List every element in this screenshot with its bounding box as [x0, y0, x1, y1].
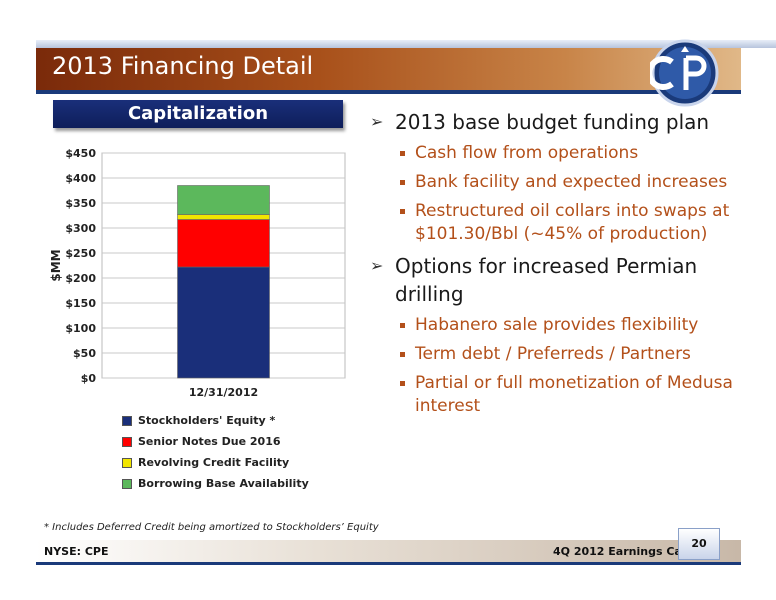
bullet-list: ➢ 2013 base budget funding plan Cash flow …	[370, 108, 750, 424]
square-bullet-icon	[400, 180, 405, 185]
bullet-level2-text: Bank facility and expected increases	[415, 172, 728, 192]
y-tick-label: $200	[65, 272, 96, 285]
legend-item: Senior Notes Due 2016	[122, 431, 309, 452]
arrow-bullet-icon: ➢	[370, 256, 384, 275]
footer-underline	[36, 562, 741, 565]
footer-bar	[36, 540, 741, 562]
bar-segment-stockholders-equity	[177, 266, 270, 379]
legend-label: Stockholders' Equity *	[138, 414, 276, 427]
bullet-level2: Cash flow from operations	[370, 142, 750, 165]
legend-item: Stockholders' Equity *	[122, 410, 309, 431]
square-bullet-icon	[400, 381, 405, 386]
capitalization-header: Capitalization	[53, 100, 343, 128]
bullet-level2-text: Habanero sale provides flexibility	[415, 315, 699, 335]
bar-segment-borrowing-base-availability	[177, 185, 270, 215]
title-bar	[36, 48, 741, 90]
bullet-level2: Partial or full monetization of Medusa i…	[370, 372, 750, 418]
title-bar-underline	[36, 90, 741, 94]
legend-swatch	[122, 415, 132, 426]
square-bullet-icon	[400, 151, 405, 156]
chart-legend: Stockholders' Equity * Senior Notes Due 2…	[122, 410, 309, 494]
legend-swatch	[122, 457, 132, 468]
bullet-level2-text: Partial or full monetization of Medusa i…	[415, 373, 733, 416]
legend-label: Revolving Credit Facility	[138, 456, 290, 469]
y-tick-label: $0	[81, 372, 97, 385]
y-tick-label: $400	[65, 172, 96, 185]
legend-swatch	[122, 436, 132, 447]
header-top-band	[36, 40, 776, 48]
y-tick-label: $150	[65, 297, 96, 310]
bullet-level1: ➢ 2013 base budget funding plan	[370, 108, 750, 136]
capitalization-chart: $0 $50 $100 $150 $200 $250 $300 $350 $400 $450 $MM…	[49, 147, 346, 399]
footer-event: 4Q 2012 Earnings Call	[553, 545, 690, 558]
y-tick-label: $100	[65, 322, 96, 335]
bar-segment-revolving-credit-facility	[177, 214, 270, 220]
page-number: 20	[678, 528, 720, 560]
company-logo-icon	[650, 39, 719, 107]
bullet-level1: ➢ Options for increased Permian drilling	[370, 252, 750, 308]
footer-ticker: NYSE: CPE	[44, 545, 109, 558]
bar-segment-senior-notes-due-2016	[177, 219, 270, 268]
x-tick-label: 12/31/2012	[189, 386, 258, 399]
footnote: * Includes Deferred Credit being amortiz…	[44, 522, 379, 533]
arrow-bullet-icon: ➢	[370, 112, 384, 131]
y-tick-label: $300	[65, 222, 96, 235]
bullet-level2-text: Restructured oil collars into swaps at $…	[415, 201, 730, 244]
bullet-level2: Restructured oil collars into swaps at $…	[370, 200, 750, 246]
square-bullet-icon	[400, 209, 405, 214]
square-bullet-icon	[400, 323, 405, 328]
legend-label: Senior Notes Due 2016	[138, 435, 281, 448]
bullet-level2: Term debt / Preferreds / Partners	[370, 343, 750, 366]
y-tick-label: $350	[65, 197, 96, 210]
slide-title: 2013 Financing Detail	[52, 52, 314, 80]
bullet-level2: Bank facility and expected increases	[370, 171, 750, 194]
legend-item: Revolving Credit Facility	[122, 452, 309, 473]
y-tick-label: $250	[65, 247, 96, 260]
square-bullet-icon	[400, 352, 405, 357]
y-tick-label: $450	[65, 147, 96, 160]
legend-item: Borrowing Base Availability	[122, 473, 309, 494]
y-axis-label: $MM	[49, 249, 63, 281]
y-tick-label: $50	[73, 347, 96, 360]
bullet-level2: Habanero sale provides flexibility	[370, 314, 750, 337]
bullet-level2-text: Cash flow from operations	[415, 143, 639, 163]
legend-swatch	[122, 478, 132, 489]
bullet-level1-text: Options for increased Permian drilling	[395, 254, 698, 306]
legend-label: Borrowing Base Availability	[138, 477, 309, 490]
bullet-level1-text: 2013 base budget funding plan	[395, 110, 710, 134]
bullet-level2-text: Term debt / Preferreds / Partners	[415, 344, 691, 364]
